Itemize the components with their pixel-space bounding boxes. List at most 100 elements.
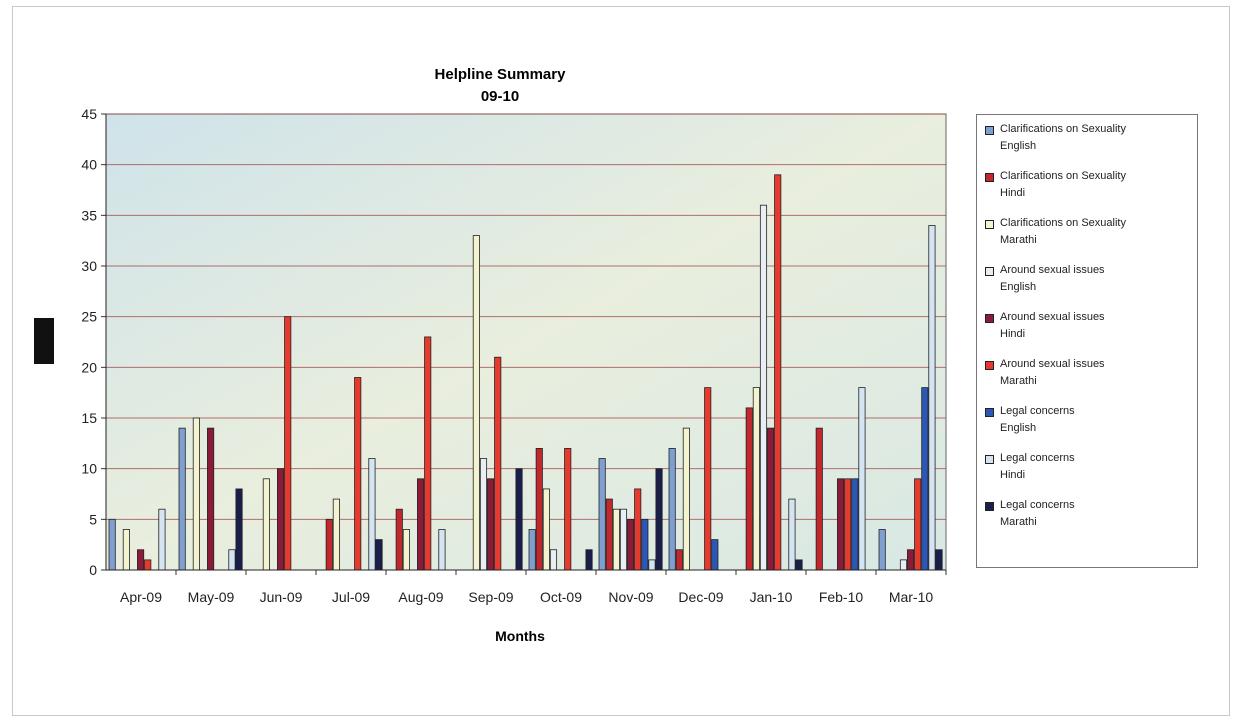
y-tick-label: 40: [81, 157, 97, 173]
legend-label: Around sexual issues Marathi: [1000, 358, 1105, 387]
bar: [262, 478, 270, 571]
bar: [815, 427, 823, 571]
bar: [417, 478, 425, 571]
bar: [549, 549, 558, 571]
y-tick-label: 15: [81, 410, 97, 426]
y-tick-label: 20: [81, 359, 97, 375]
y-tick-label: 0: [89, 562, 97, 578]
legend-item: Around sexual issues English: [985, 262, 1189, 309]
bar: [228, 549, 236, 571]
x-tick-label: Nov-09: [608, 589, 653, 605]
bar: [178, 427, 186, 571]
bar: [935, 549, 943, 571]
bar: [704, 387, 712, 571]
bar: [354, 377, 362, 571]
x-tick-label: Feb-10: [819, 589, 864, 605]
x-tick-label: Jan-10: [750, 589, 793, 605]
y-tick-label: 45: [81, 106, 97, 122]
bar: [158, 508, 166, 571]
bar: [395, 508, 403, 571]
bar: [277, 468, 285, 571]
x-tick-label: May-09: [188, 589, 235, 605]
legend-swatch: [985, 267, 994, 276]
bar: [774, 174, 782, 571]
bar: [655, 468, 663, 571]
x-tick-label: Dec-09: [678, 589, 723, 605]
bar: [858, 387, 866, 571]
bar: [907, 549, 915, 571]
bar: [634, 488, 642, 571]
legend-item: Clarifications on Sexuality English: [985, 121, 1189, 168]
bar: [528, 529, 536, 571]
chart-title-block: Helpline Summary 09-10: [350, 64, 650, 108]
bar: [122, 529, 130, 571]
y-tick-label: 25: [81, 309, 97, 325]
bar: [851, 478, 859, 571]
bar: [921, 387, 929, 571]
bar: [682, 427, 690, 571]
bar: [368, 458, 376, 571]
x-axis-label: Months: [495, 628, 545, 644]
bar: [612, 508, 620, 571]
bar: [767, 427, 775, 571]
legend-item: Legal concerns English: [985, 403, 1189, 450]
legend: Clarifications on Sexuality English Clari…: [976, 114, 1198, 568]
y-tick-label: 35: [81, 207, 97, 223]
bar: [668, 447, 676, 571]
x-tick-label: Jun-09: [260, 589, 303, 605]
legend-swatch: [985, 173, 994, 182]
bar: [878, 529, 886, 571]
x-tick-label: Mar-10: [889, 589, 934, 605]
bar: [535, 447, 543, 571]
legend-item: Clarifications on Sexuality Marathi: [985, 215, 1189, 262]
bar: [332, 498, 340, 571]
bar: [648, 559, 656, 571]
legend-item: Legal concerns Marathi: [985, 497, 1189, 544]
y-tick-label: 30: [81, 258, 97, 274]
bar: [564, 447, 572, 571]
bar: [137, 549, 145, 571]
legend-item: Clarifications on Sexuality Hindi: [985, 168, 1189, 215]
bar: [899, 559, 908, 571]
grid-lines: [106, 113, 946, 520]
chart-frame: [12, 6, 1230, 716]
bar: [487, 478, 495, 571]
legend-swatch: [985, 314, 994, 323]
y-tick-label: 10: [81, 461, 97, 477]
legend-label: Clarifications on Sexuality English: [1000, 123, 1126, 152]
legend-label: Legal concerns Marathi: [1000, 499, 1075, 528]
bar: [675, 549, 683, 571]
bar: [795, 559, 803, 571]
bar: [641, 518, 649, 571]
bar: [192, 417, 200, 571]
bar: [472, 235, 480, 571]
bar: [438, 529, 446, 571]
axes: 0 5 10 15 20 25 30 35 40 45 Apr-09 May-09 Jun-09 Jul-…: [81, 106, 947, 605]
bar: [914, 478, 922, 571]
bar: [598, 458, 606, 571]
x-tick-label: Sep-09: [468, 589, 513, 605]
bar: [144, 559, 152, 571]
chart-title: Helpline Summary: [434, 66, 566, 83]
plot-area: [105, 113, 947, 571]
bar: [494, 356, 502, 571]
bar: [542, 488, 550, 571]
bar: [752, 387, 760, 571]
legend-swatch: [985, 455, 994, 464]
bar: [585, 549, 593, 571]
bar: [844, 478, 852, 571]
x-tick-label: Jul-09: [332, 589, 370, 605]
legend-item: Around sexual issues Marathi: [985, 356, 1189, 403]
legend-swatch: [985, 361, 994, 370]
legend-label: Legal concerns Hindi: [1000, 452, 1075, 481]
bar: [759, 204, 768, 571]
legend-label: Clarifications on Sexuality Hindi: [1000, 170, 1126, 199]
bar: [605, 498, 613, 571]
bar: [515, 468, 523, 571]
x-tick-label: Oct-09: [540, 589, 582, 605]
bar: [928, 225, 936, 571]
legend-swatch: [985, 408, 994, 417]
bar: [627, 518, 635, 571]
legend-swatch: [985, 126, 994, 135]
